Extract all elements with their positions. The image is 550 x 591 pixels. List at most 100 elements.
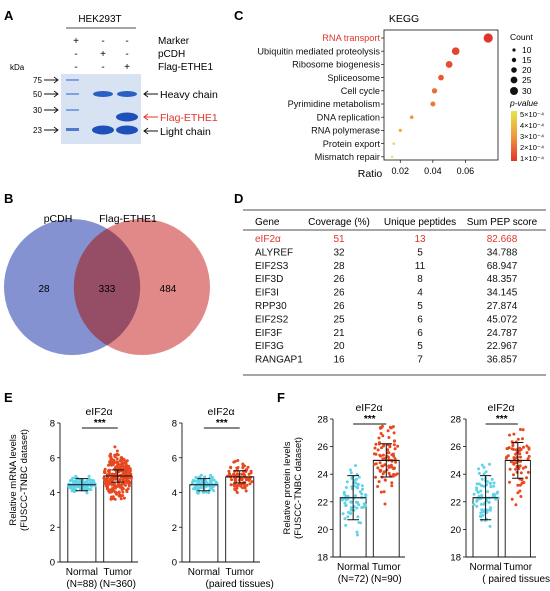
point-f2-1-0 — [526, 470, 530, 474]
venn-count-only-pcdh: 28 — [38, 284, 50, 295]
point-e2-1-64 — [234, 488, 238, 492]
table-cell-r5-c3: 27.874 — [487, 301, 518, 312]
point-e2-1-73 — [241, 464, 245, 468]
point-e1-1-195 — [124, 462, 128, 466]
point-f1-1-55 — [378, 461, 382, 465]
count-legend-dot-30 — [510, 87, 518, 95]
pvalue-legend-3e-4: 3×10⁻⁴ — [520, 132, 544, 141]
kegg-label-ribosome-biogenesis: Ribosome biogenesis — [292, 60, 380, 70]
table-cell-r1-c2: 5 — [417, 247, 423, 258]
panel-letter-f: F — [277, 390, 285, 405]
errorbar-f1-1 — [373, 443, 400, 478]
point-f2-0-18 — [484, 470, 488, 474]
point-e1-1-249 — [105, 479, 109, 483]
point-f1-1-42 — [390, 481, 394, 485]
table-cell-r9-c2: 7 — [417, 355, 423, 366]
point-f2-1-17 — [512, 456, 516, 460]
table-cell-r7-c1: 21 — [333, 328, 345, 339]
kegg-point-spliceosome — [438, 74, 444, 81]
point-e1-1-254 — [129, 472, 133, 476]
point-e2-1-50 — [236, 459, 240, 462]
point-f2-1-36 — [522, 481, 526, 484]
point-f1-1-76 — [376, 466, 380, 470]
mw-marker-50: 50 — [33, 90, 42, 99]
kegg-point-cell-cycle — [431, 88, 438, 94]
venn-label-pcdh: pCDH — [44, 213, 73, 225]
points-f2-0 — [472, 462, 500, 528]
point-f2-1-42 — [522, 445, 525, 449]
point-e1-1-204 — [125, 490, 129, 494]
point-f2-1-25 — [506, 447, 510, 451]
kegg-pathway-labels: RNA transport Ubiquitin mediated proteoly… — [257, 33, 384, 162]
kda-label: kDa — [10, 63, 25, 72]
table-cell-r9-c3: 36.857 — [487, 355, 518, 366]
panel-letter-a: A — [4, 8, 14, 23]
point-f2-1-65 — [512, 448, 516, 451]
point-e2-0-52 — [190, 481, 194, 485]
point-f1-0-41 — [356, 486, 360, 490]
significance-label-f2: *** — [496, 414, 508, 425]
point-f1-0-33 — [357, 475, 361, 479]
ytick-label-e2-8: 8 — [172, 419, 177, 430]
point-f1-0-16 — [354, 481, 358, 485]
point-f2-0-55 — [477, 482, 481, 486]
point-f1-1-86 — [383, 463, 387, 467]
category-label-e2-0: Normal — [188, 567, 220, 578]
ytick-label-f2-22: 22 — [450, 497, 461, 508]
point-f2-0-23 — [488, 508, 492, 512]
pvalue-colorbar — [511, 111, 517, 161]
significance-label-f1: *** — [364, 414, 376, 425]
chart-ylabel-e1: Relative mRNA levels(FUSCC-TNBC dataset) — [8, 429, 30, 531]
errorbar-e1-1 — [103, 469, 132, 483]
table-cell-r0-c3: 82.668 — [487, 234, 518, 245]
points-f1-0 — [340, 464, 368, 537]
ytick-label-e2-6: 6 — [172, 453, 177, 464]
point-e2-0-60 — [209, 486, 212, 490]
lane-mark-r0-c0: + — [73, 36, 79, 47]
significance-label-e2: *** — [216, 418, 228, 429]
point-e1-0-85 — [78, 480, 82, 484]
point-f2-1-35 — [509, 460, 513, 464]
point-e1-1-258 — [124, 466, 128, 470]
chart-title-f2: eIF2α — [487, 402, 514, 414]
point-f2-0-31 — [475, 498, 479, 502]
point-f2-1-67 — [527, 446, 531, 450]
point-f2-1-60 — [508, 433, 511, 437]
point-e1-1-72 — [117, 491, 121, 495]
venn-label-flag-ethe1: Flag-ETHE1 — [99, 213, 157, 225]
ytick-label-e1-4: 4 — [50, 488, 55, 499]
panel-b-venn-diagram: pCDH Flag-ETHE1 28 333 484 — [4, 213, 210, 355]
point-e1-1-178 — [107, 471, 111, 475]
table-cell-r7-c0: EIF3F — [255, 328, 282, 339]
point-e2-0-82 — [192, 487, 195, 491]
point-e1-1-76 — [121, 490, 125, 494]
point-f1-0-14 — [344, 523, 348, 527]
lane-row-label-flag-ethe1: Flag-ETHE1 — [158, 62, 213, 73]
cell-line-label: HEK293T — [78, 14, 121, 25]
point-e2-1-59 — [232, 460, 236, 464]
kegg-label-spliceosome: Spliceosome — [327, 73, 380, 83]
point-f2-1-53 — [525, 451, 529, 455]
point-e1-0-86 — [68, 479, 72, 483]
table-cell-r1-c1: 32 — [333, 247, 345, 258]
point-f1-1-43 — [379, 490, 383, 494]
point-e2-1-53 — [229, 465, 233, 469]
venn-count-overlap: 333 — [99, 284, 116, 295]
pvalue-legend-title: p-value — [509, 98, 538, 108]
marker-ladder-75 — [66, 79, 79, 81]
pvalue-legend-5e-4: 5×10⁻⁴ — [520, 110, 544, 119]
point-f1-0-24 — [355, 506, 359, 510]
category-label-f1-0: Normal (N=72) — [337, 562, 369, 585]
point-f1-1-44 — [391, 452, 395, 456]
panel-letter-c: C — [234, 8, 244, 23]
table-cell-r0-c1: 51 — [333, 234, 345, 245]
point-f1-1-49 — [377, 480, 381, 484]
point-f1-0-55 — [349, 471, 353, 475]
point-f2-1-50 — [519, 455, 522, 459]
table-cell-r6-c3: 45.072 — [487, 314, 518, 325]
point-e2-1-26 — [227, 469, 231, 473]
table-cell-r1-c3: 34.788 — [487, 247, 518, 258]
point-f2-0-6 — [480, 477, 484, 481]
point-e1-1-196 — [105, 487, 109, 491]
point-f2-0-60 — [472, 503, 476, 507]
